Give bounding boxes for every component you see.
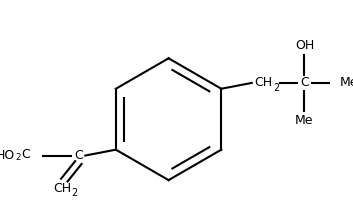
Text: Me: Me [340,76,353,89]
Text: CH: CH [53,182,71,195]
Text: Me: Me [295,114,314,127]
Text: CH: CH [255,76,273,89]
Text: HO: HO [0,149,15,162]
Text: 2: 2 [72,188,78,198]
Text: C: C [74,149,83,162]
Text: $_2$C: $_2$C [15,148,31,163]
Text: 2: 2 [273,83,280,93]
Text: OH: OH [295,39,314,52]
Text: C: C [300,76,309,89]
